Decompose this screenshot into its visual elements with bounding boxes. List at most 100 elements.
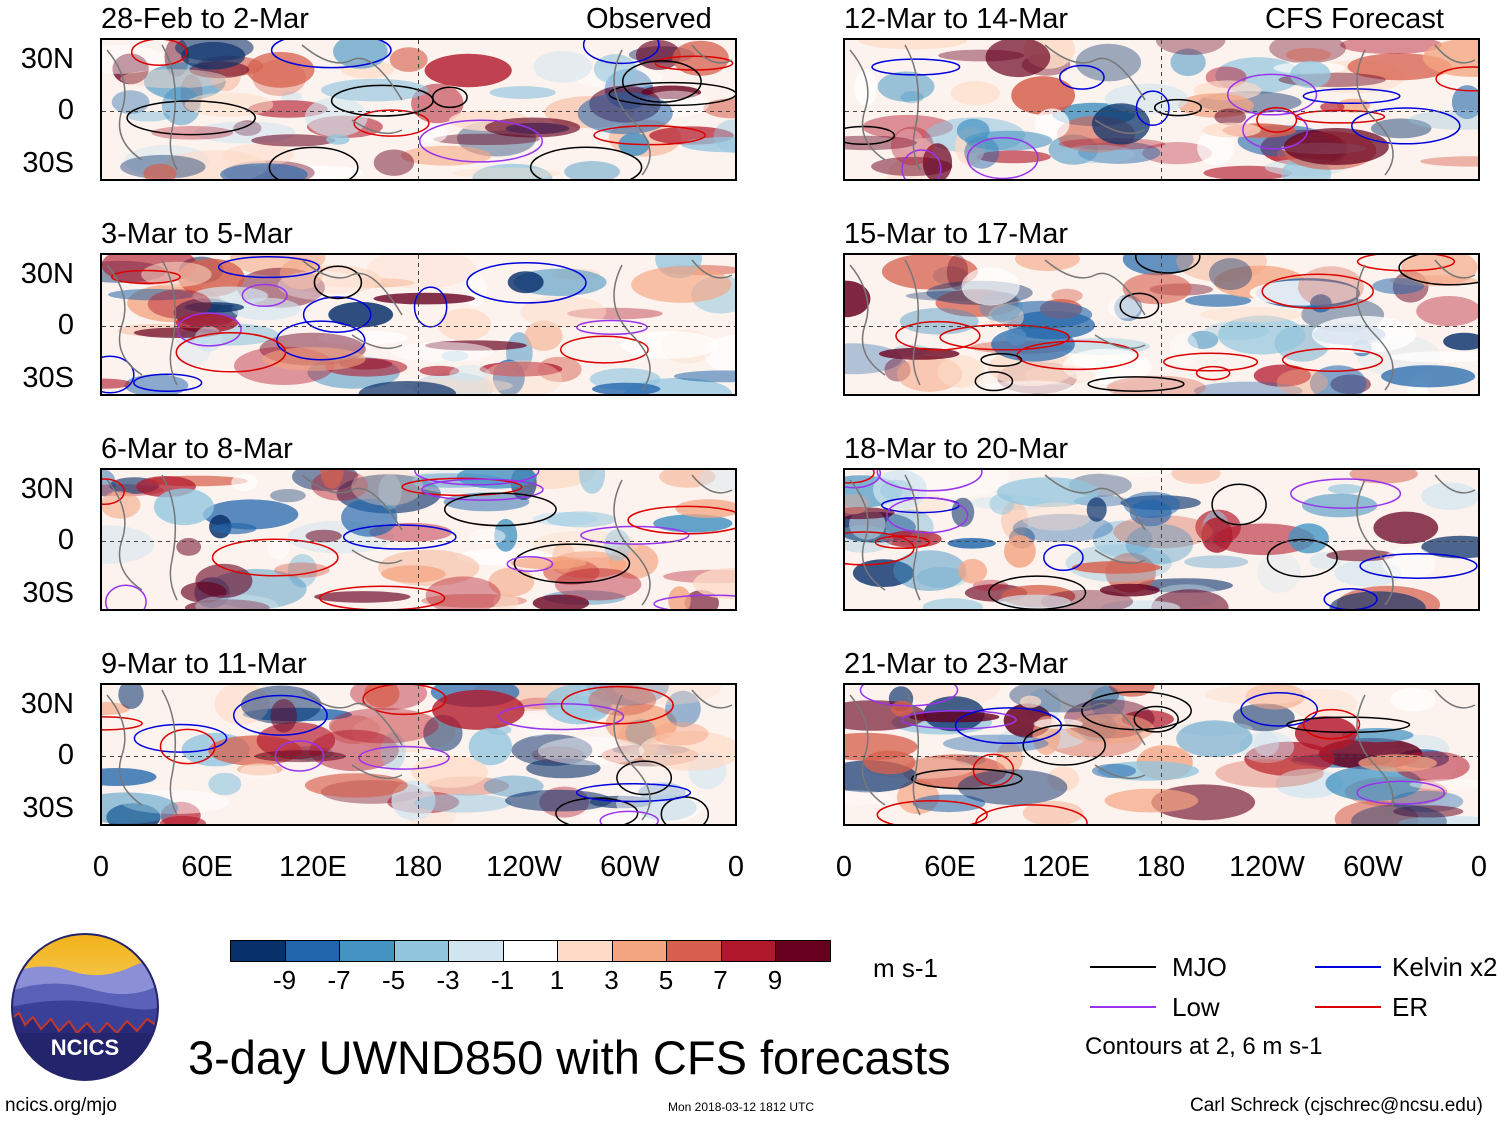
contour-line [966,136,1039,179]
anomaly-blob [270,699,297,733]
anomaly-blob [341,498,398,537]
contour-line [175,332,287,373]
legend-line-mjo [1090,966,1156,968]
anomaly-blob [546,511,617,528]
anomaly-blob [305,529,342,543]
contour-line [270,40,392,69]
anomaly-blob [389,47,428,72]
anomaly-blob [895,128,923,152]
anomaly-blob [673,370,735,383]
anomaly-blob [1288,523,1329,554]
map-panel [843,683,1480,826]
colorbar-swatch [557,940,613,962]
contour-line [211,538,339,577]
anomaly-blob [564,161,620,179]
anomaly-blob [1245,685,1306,710]
anomaly-blob [996,741,1023,774]
anomaly-blob [1090,685,1125,719]
contour-line [102,478,125,505]
anomaly-blob [1129,499,1172,527]
contour-line [1043,544,1084,572]
anomaly-blob [1249,280,1359,306]
colorbar-swatch [666,940,722,962]
anomaly-blob [1109,685,1155,697]
coastline [106,44,733,176]
contour-line [362,685,447,716]
lat-label: 30S [22,792,74,824]
contour-line [1153,98,1203,117]
contour-line [401,477,523,497]
anomaly-blob [510,557,587,570]
contour-line [975,804,1088,824]
contour-line [133,373,203,392]
anomaly-blob [1244,741,1335,776]
anomaly-blob [102,378,132,389]
legend-line-low [1090,1006,1156,1008]
anomaly-blob [1390,351,1478,363]
map-panel [100,253,737,396]
contour-line [954,707,1063,745]
anomaly-blob [651,722,709,746]
contour-line [1290,478,1402,509]
anomaly-blob [854,69,877,107]
colorbar-tick: 1 [549,965,565,995]
contour-line [1295,109,1386,124]
contour-line [1022,724,1106,766]
contour-line [217,256,320,279]
panel-title: 12-Mar to 14-Mar [844,3,1069,35]
footer-url[interactable]: ncics.org/mjo [5,1095,117,1116]
anomaly-blob [222,144,295,167]
colorbar-swatch [448,940,504,962]
anomaly-blob [452,167,561,179]
colorbar-tick: -5 [381,965,406,995]
anomaly-blob [1443,332,1478,351]
anomaly-blob [964,130,1053,151]
anomaly-blob [208,772,242,796]
contour-line [593,125,706,146]
anomaly-blob [240,763,277,780]
anomaly-blob [616,782,705,824]
anomaly-blob [470,528,506,545]
contour-line [939,324,1071,351]
contour-line [608,81,735,107]
lat-label: 0 [57,94,74,126]
contour-line [414,470,540,486]
lon-label: 0 [92,851,110,883]
contour-line [431,86,468,109]
contour-line [627,505,735,535]
anomaly-blob [1092,763,1136,778]
anomaly-blob [400,145,492,166]
colorbar-tick: -9 [272,965,297,995]
anomaly-blob [1051,288,1083,303]
contour-line [599,810,659,824]
contour-line [845,125,896,146]
anomaly-blob [1358,754,1437,772]
anomaly-blob [488,567,535,597]
anomaly-blob [1328,484,1363,494]
anomaly-blob [1187,330,1219,349]
map-panel [100,38,737,181]
anomaly-blob [1214,108,1246,126]
anomaly-blob [318,330,408,345]
anomaly-blob [1311,315,1417,354]
lon-label: 180 [1136,851,1186,883]
coastline [106,689,733,821]
lat-label: 0 [57,524,74,556]
anomaly-blob [1320,101,1345,113]
anomaly-blob [1097,470,1174,478]
anomaly-blob [942,734,1049,753]
anomaly-blob [880,479,914,501]
coastline [106,474,733,606]
anomaly-blob [1290,60,1331,89]
contour-line [1398,255,1478,286]
anomaly-blob [1137,578,1233,593]
anomaly-blob [912,794,986,813]
contour-line [1135,90,1170,127]
contour-line [560,685,674,725]
anomaly-blob [863,750,916,775]
anomaly-blob [1035,108,1070,140]
anomaly-blob [938,49,1025,62]
anomaly-blob [1066,713,1155,744]
anomaly-blob [493,592,519,609]
contour-line [886,497,969,534]
